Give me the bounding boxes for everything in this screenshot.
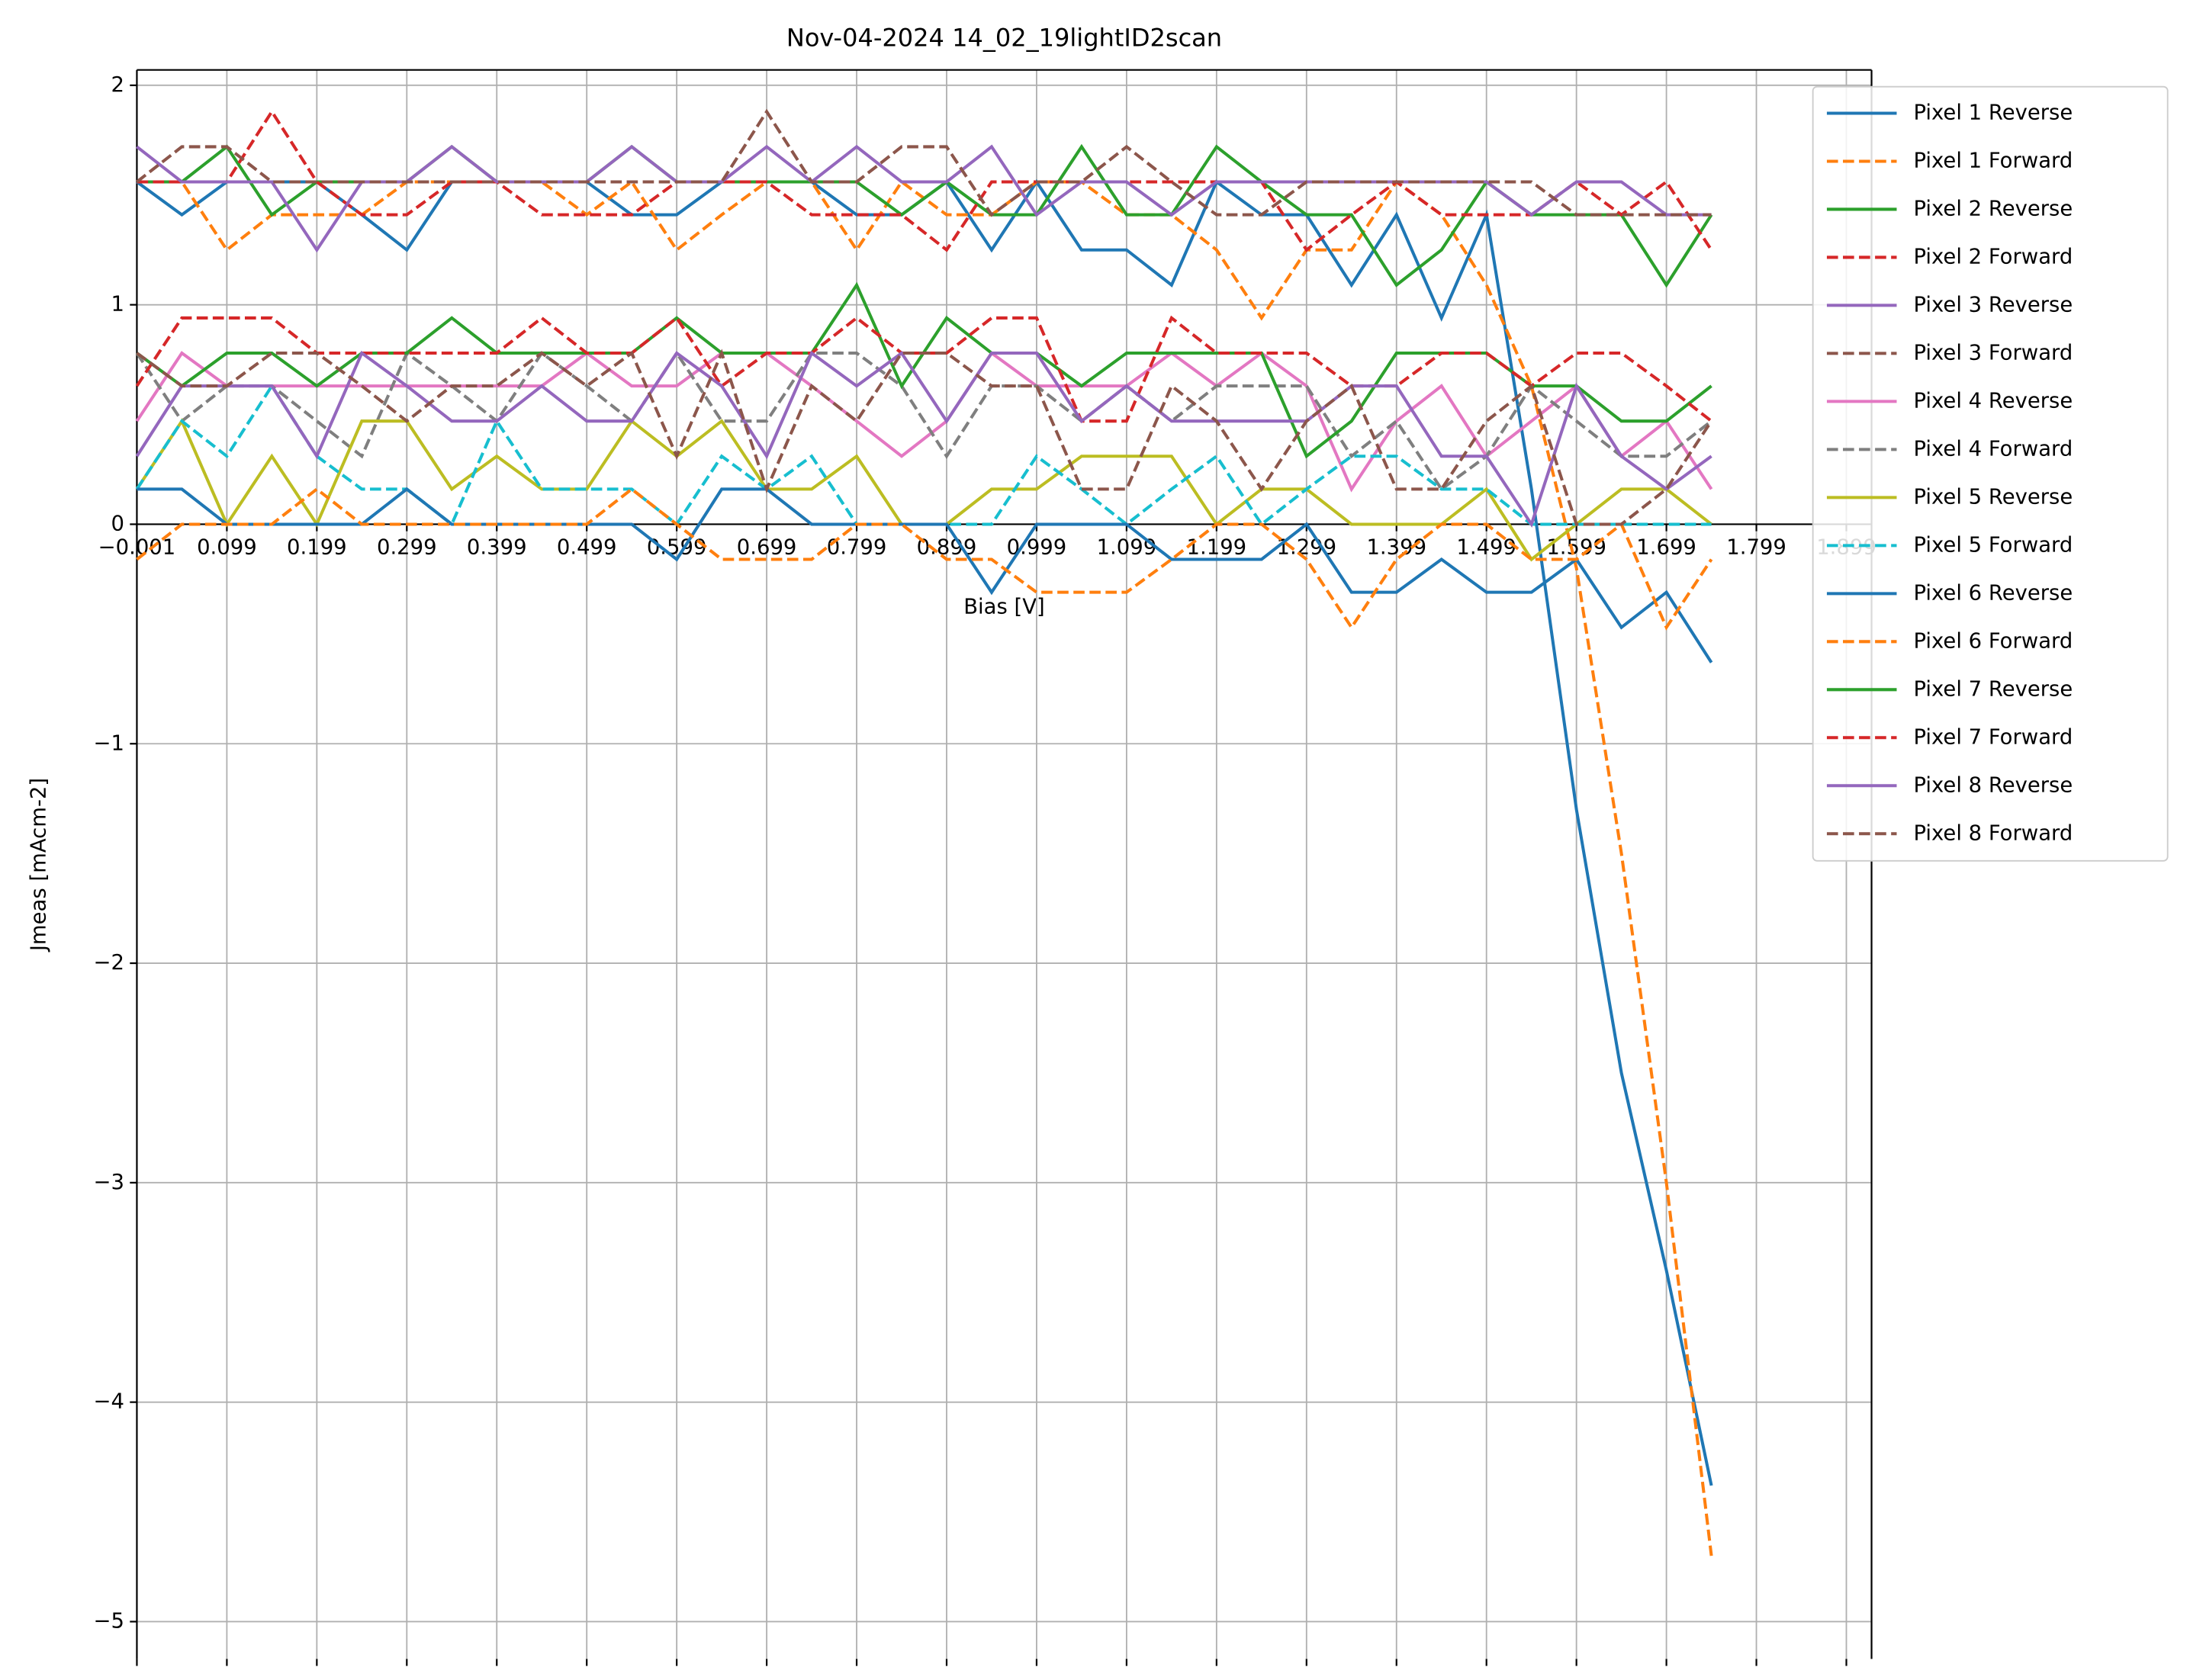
data-line: [137, 108, 1713, 252]
legend-label: Pixel 3 Forward: [1913, 341, 2073, 365]
legend: Pixel 1 Reverse Pixel 1 Forward Pixel 2 Re…: [1812, 85, 2169, 862]
legend-label: Pixel 7 Reverse: [1913, 677, 2073, 701]
legend-label: Pixel 6 Reverse: [1913, 581, 2073, 605]
x-tick-label: 0.399: [467, 536, 527, 560]
legend-label: Pixel 3 Reverse: [1913, 293, 2073, 316]
data-line: [135, 350, 1712, 528]
x-tick-label: 1.699: [1636, 536, 1696, 560]
x-axis-label: Bias [V]: [963, 596, 1045, 619]
legend-box: [1812, 85, 2169, 862]
legend-label: Pixel 6 Forward: [1913, 629, 2073, 653]
legend-label: Pixel 7 Forward: [1913, 725, 2073, 749]
y-tick-label: −2: [93, 951, 124, 975]
legend-label: Pixel 2 Reverse: [1913, 197, 2073, 220]
x-tick-label: 0.599: [647, 536, 707, 560]
y-axis-label: Jmeas [mAcm-2]: [27, 778, 50, 952]
data-line: [135, 315, 1712, 423]
legend-label: Pixel 2 Forward: [1913, 245, 2073, 268]
data-line: [136, 487, 1713, 631]
y-tick-label: −5: [93, 1609, 124, 1633]
y-tick-label: −4: [93, 1390, 124, 1414]
x-tick-label: 1.799: [1726, 536, 1786, 560]
y-tick-label: 2: [111, 73, 124, 97]
x-tick-label: 0.199: [287, 536, 347, 560]
x-tick-label: 0.099: [197, 536, 257, 560]
data-line: [136, 108, 1712, 217]
legend-label: Pixel 8 Forward: [1913, 821, 2073, 845]
legend-label: Pixel 5 Reverse: [1913, 485, 2073, 509]
x-tick-label: 1.399: [1366, 536, 1426, 560]
legend-label: Pixel 1 Forward: [1913, 149, 2073, 172]
y-tick-label: −1: [93, 731, 124, 755]
data-line: [136, 349, 1713, 526]
data-line: [137, 487, 1713, 663]
chart-title: Nov-04-2024 14_02_19lightID2scan: [786, 23, 1222, 52]
legend-label: Pixel 4 Reverse: [1913, 389, 2073, 413]
data-line: [135, 351, 1713, 493]
x-tick-label: 0.499: [557, 536, 617, 560]
legend-label: Pixel 1 Reverse: [1913, 101, 2073, 124]
x-tick-label: 1.199: [1187, 536, 1247, 560]
y-tick-label: −3: [93, 1171, 124, 1194]
legend-label: Pixel 4 Forward: [1913, 437, 2073, 461]
y-tick-label: 0: [111, 512, 124, 535]
legend-label: Pixel 5 Forward: [1913, 533, 2073, 557]
x-tick-label: 0.699: [737, 536, 797, 560]
y-tick-label: 1: [111, 293, 124, 316]
x-tick-label: 1.499: [1456, 536, 1516, 560]
legend-label: Pixel 8 Reverse: [1913, 773, 2073, 797]
x-tick-label: 0.299: [377, 536, 437, 560]
data-line: [135, 350, 1712, 492]
